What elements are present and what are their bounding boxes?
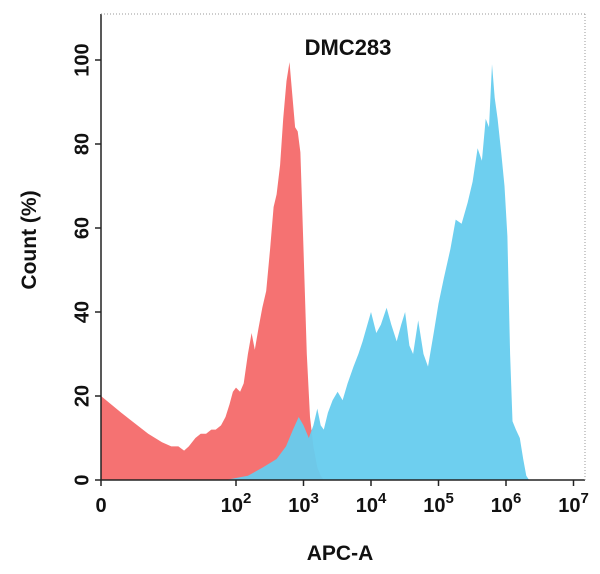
x-tick-base: 10 <box>288 495 310 517</box>
x-tick-exponent: 2 <box>243 490 251 507</box>
y-tick-label: 60 <box>71 217 93 239</box>
x-tick-base: 10 <box>221 495 243 517</box>
x-tick-base: 10 <box>356 495 378 517</box>
x-tick-label: 103 <box>288 490 319 517</box>
histogram-series-1 <box>101 62 324 480</box>
x-axis-ticks: 0102103104105106107108 <box>95 480 589 517</box>
x-tick-label: 104 <box>356 490 387 517</box>
x-tick-label: 102 <box>221 490 252 517</box>
x-tick-exponent: 6 <box>513 490 521 507</box>
x-tick-base: 10 <box>558 495 580 517</box>
y-tick-label: 100 <box>71 43 93 76</box>
x-tick-exponent: 4 <box>378 490 387 507</box>
chart-title: DMC283 <box>305 35 392 60</box>
x-tick-exponent: 3 <box>310 490 318 507</box>
x-tick-label: 106 <box>491 490 522 517</box>
x-tick-exponent: 5 <box>445 490 453 507</box>
x-axis-label: APC-A <box>307 542 374 565</box>
x-tick-base: 0 <box>95 495 106 517</box>
x-tick-label: 105 <box>423 490 454 517</box>
y-tick-label: 80 <box>71 133 93 155</box>
y-axis-ticks: 0 20 40 60 80 100 <box>71 43 101 486</box>
y-axis-label: Count (%) <box>18 190 41 289</box>
x-tick-label: 107 <box>558 490 589 517</box>
histogram-series-2 <box>225 64 530 480</box>
x-tick-base: 10 <box>491 495 513 517</box>
y-tick-label: 20 <box>71 385 93 407</box>
series-layer <box>101 62 530 480</box>
x-tick-label: 0 <box>95 495 106 517</box>
x-tick-base: 10 <box>423 495 445 517</box>
y-tick-label: 40 <box>71 301 93 323</box>
axes-frame <box>100 13 586 481</box>
x-tick-exponent: 7 <box>580 490 588 507</box>
y-tick-label: 0 <box>71 474 93 485</box>
